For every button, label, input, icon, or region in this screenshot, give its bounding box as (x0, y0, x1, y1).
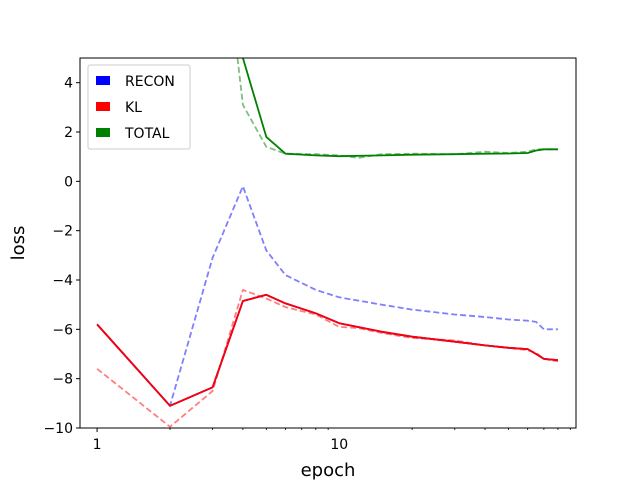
x-tick-label: 1 (93, 437, 102, 453)
legend-label-recon: RECON (125, 74, 175, 90)
y-tick-label: −2 (52, 224, 73, 240)
legend-swatch-kl (96, 102, 110, 111)
series-line-kl (96, 293, 558, 407)
x-tick-label: 10 (330, 437, 348, 453)
series-layer (96, 58, 559, 428)
x-axis-label: epoch (301, 460, 356, 480)
y-tick-label: −10 (43, 421, 73, 437)
legend-box (87, 64, 191, 150)
legend: RECON KL TOTAL (87, 64, 191, 150)
y-axis-label: loss (8, 226, 29, 261)
y-tick-label: 2 (64, 125, 73, 141)
y-axis: 4 2 0 −2 −4 −6 −8 −10 (43, 76, 80, 437)
series-line-total (242, 58, 558, 158)
legend-swatch-recon (96, 76, 110, 85)
y-tick-label: −4 (52, 273, 73, 289)
y-tick-label: −8 (52, 372, 73, 388)
legend-label-kl: KL (125, 100, 142, 116)
y-tick-label: 4 (64, 76, 73, 92)
y-tick-label: −6 (52, 322, 73, 338)
series-line-line-5-dashed (236, 58, 558, 159)
series-line-line-1-dashed (96, 185, 558, 407)
legend-label-total: TOTAL (124, 126, 170, 142)
x-axis: 1 10 (93, 428, 571, 453)
y-tick-label: 0 (64, 174, 73, 190)
legend-swatch-total (96, 128, 110, 137)
